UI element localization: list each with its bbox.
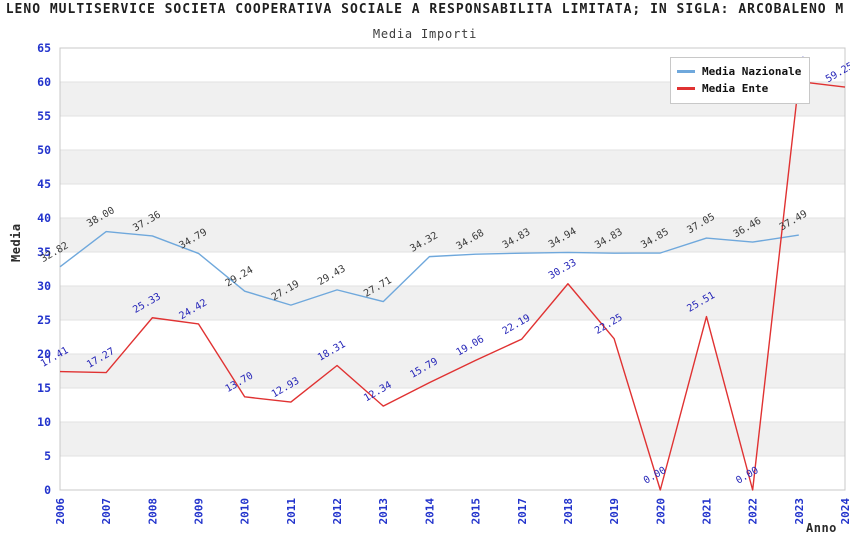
- x-axis-title: Anno: [806, 521, 837, 535]
- x-tick-label-2011: 2011: [285, 498, 298, 525]
- series-line-media-nazionale: [59, 230, 799, 306]
- y-tick-label: 25: [37, 313, 51, 327]
- y-tick-label: 60: [37, 75, 51, 89]
- y-tick-label: 35: [37, 245, 51, 259]
- x-tick-label-2022: 2022: [747, 498, 760, 525]
- x-tick-label-2023: 2023: [793, 498, 806, 525]
- y-tick-label: 40: [37, 211, 51, 225]
- x-tick-label-2020: 2020: [654, 498, 667, 525]
- y-tick-label: 45: [37, 177, 51, 191]
- y-tick-label: 5: [44, 449, 51, 463]
- legend-item-media-nazionale: Media Nazionale: [677, 63, 803, 80]
- legend-label-media-ente: Media Ente: [702, 82, 769, 95]
- y-tick-label: 20: [37, 347, 51, 361]
- x-tick-label-2007: 2007: [100, 498, 113, 525]
- y-tick-label: 30: [37, 279, 51, 293]
- y-tick-label: 50: [37, 143, 51, 157]
- y-tick-label: 65: [37, 41, 51, 55]
- legend-label-media-nazionale: Media Nazionale: [702, 65, 802, 78]
- legend-swatch-media-nazionale: [677, 70, 695, 73]
- x-tick-label-2014: 2014: [423, 498, 436, 525]
- plot-border: [59, 47, 846, 491]
- plot-area: [60, 48, 845, 490]
- x-tick-label-2008: 2008: [146, 498, 159, 525]
- x-tick-label-2013: 2013: [377, 498, 390, 525]
- x-tick-label-2018: 2018: [562, 498, 575, 525]
- x-tick-label-2015: 2015: [470, 498, 483, 525]
- y-tick-label: 0: [44, 483, 51, 497]
- grid-band: [60, 218, 845, 252]
- grid-band: [60, 286, 845, 320]
- x-tick-label-2009: 2009: [193, 498, 206, 525]
- x-tick-label-2012: 2012: [331, 498, 344, 525]
- chart-subtitle: Media Importi: [372, 27, 478, 41]
- x-tick-label-2024: 2024: [839, 498, 850, 525]
- x-tick-label-2019: 2019: [608, 498, 621, 525]
- legend: Media Nazionale Media Ente: [670, 57, 810, 104]
- x-tick-label-2021: 2021: [700, 498, 713, 525]
- series-line-media-ente: [59, 80, 846, 491]
- chart-title: LENO MULTISERVICE SOCIETA COOPERATIVA SO…: [5, 2, 845, 17]
- x-tick-label-2010: 2010: [239, 498, 252, 525]
- y-axis-title: Media: [9, 223, 23, 262]
- grid-band: [60, 422, 845, 456]
- y-tick-label: 15: [37, 381, 51, 395]
- x-tick-label-2006: 2006: [54, 498, 67, 525]
- grid-band: [60, 150, 845, 184]
- y-tick-label: 55: [37, 109, 51, 123]
- x-tick-label-2017: 2017: [516, 498, 529, 525]
- y-tick-label: 10: [37, 415, 51, 429]
- legend-swatch-media-ente: [677, 87, 695, 90]
- legend-item-media-ente: Media Ente: [677, 80, 803, 97]
